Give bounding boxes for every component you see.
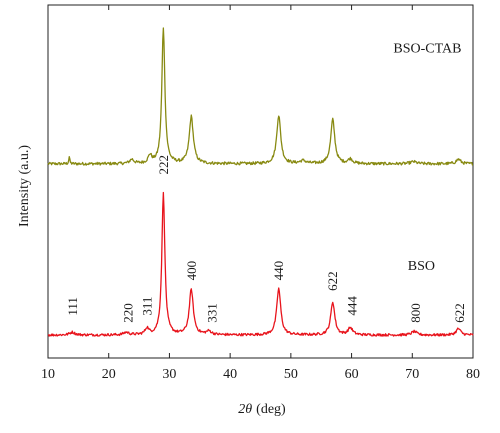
peak-annotation: 622 xyxy=(452,303,467,323)
x-tick-label: 60 xyxy=(345,367,359,382)
peak-annotation: 311 xyxy=(139,297,154,316)
plot-frame xyxy=(47,4,474,359)
x-axis-label: 2θ (deg) xyxy=(238,402,286,417)
x-tick-label: 10 xyxy=(41,367,55,382)
peak-annotation: 622 xyxy=(325,271,340,291)
peak-annotation: 400 xyxy=(184,261,199,281)
peak-annotation: 444 xyxy=(345,296,360,316)
y-axis-label: Intensity (a.u.) xyxy=(17,145,32,227)
peak-annotation: 440 xyxy=(271,261,286,281)
x-tick-label: 50 xyxy=(284,367,298,382)
x-axis-label-symbol: 2θ xyxy=(238,402,252,417)
x-tick-label: 70 xyxy=(405,367,419,382)
series-label: BSO xyxy=(408,259,435,274)
series-line-bso xyxy=(47,191,474,337)
series-layer xyxy=(47,27,474,337)
x-tick-label: 30 xyxy=(162,367,176,382)
annotation-layer: BSO-CTAB BSO 111 220 311 222 400 331 440 622 444 80… xyxy=(65,42,467,323)
series-line-bso-ctab xyxy=(47,27,474,166)
peak-annotation: 222 xyxy=(156,155,171,175)
peak-annotation: 800 xyxy=(408,303,423,323)
series-label: BSO-CTAB xyxy=(393,42,461,57)
x-axis-label-unit: (deg) xyxy=(256,402,286,417)
peak-annotation: 220 xyxy=(121,303,136,323)
peak-annotation: 111 xyxy=(65,297,80,316)
x-tick-label: 40 xyxy=(223,367,237,382)
peak-annotation: 331 xyxy=(204,303,219,323)
x-axis-ticks: 10 20 30 40 50 60 70 80 xyxy=(41,5,480,382)
x-tick-label: 20 xyxy=(102,367,116,382)
x-tick-label: 80 xyxy=(466,367,480,382)
